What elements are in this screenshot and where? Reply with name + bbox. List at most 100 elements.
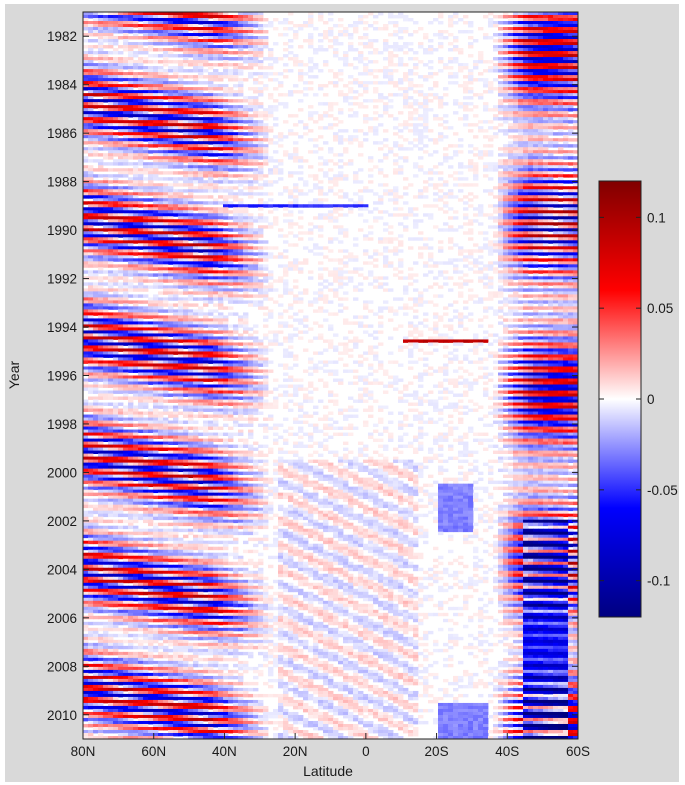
heatmap-cell bbox=[88, 30, 94, 34]
heatmap-cell bbox=[183, 12, 189, 16]
heatmap-cell bbox=[553, 171, 559, 175]
heatmap-cell bbox=[248, 117, 254, 121]
heatmap-cell bbox=[173, 144, 179, 148]
heatmap-cell bbox=[88, 51, 94, 55]
heatmap-cell bbox=[498, 159, 504, 163]
heatmap-cell bbox=[558, 147, 564, 151]
heatmap-cell bbox=[173, 93, 179, 97]
heatmap-cell bbox=[83, 186, 89, 190]
heatmap-cell bbox=[488, 177, 494, 181]
heatmap-cell bbox=[368, 159, 374, 163]
heatmap-cell bbox=[533, 72, 539, 76]
heatmap-cell bbox=[558, 231, 564, 235]
heatmap-cell bbox=[158, 129, 164, 133]
heatmap-cell bbox=[138, 117, 144, 121]
heatmap-cell bbox=[528, 165, 534, 169]
heatmap-cell bbox=[563, 126, 569, 130]
heatmap-cell bbox=[493, 195, 499, 199]
heatmap-cell bbox=[398, 240, 404, 244]
heatmap-cell bbox=[193, 219, 199, 223]
heatmap-cell bbox=[98, 204, 104, 208]
heatmap-cell bbox=[158, 156, 164, 160]
heatmap-cell bbox=[528, 138, 534, 142]
heatmap-cell bbox=[498, 216, 504, 220]
heatmap-cell bbox=[183, 63, 189, 67]
heatmap-cell bbox=[398, 165, 404, 169]
heatmap-cell bbox=[343, 57, 349, 61]
heatmap-cell bbox=[238, 99, 244, 103]
heatmap-cell bbox=[413, 99, 419, 103]
heatmap-cell bbox=[563, 18, 569, 22]
heatmap-cell bbox=[443, 153, 449, 157]
heatmap-cell bbox=[348, 114, 354, 118]
heatmap-cell bbox=[163, 75, 169, 79]
heatmap-cell bbox=[343, 33, 349, 37]
heatmap-cell bbox=[563, 156, 569, 160]
heatmap-cell bbox=[523, 120, 529, 124]
heatmap-cell bbox=[133, 123, 139, 127]
heatmap-cell bbox=[503, 213, 509, 217]
heatmap-cell bbox=[528, 219, 534, 223]
heatmap-cell bbox=[493, 246, 499, 250]
heatmap-cell bbox=[198, 174, 204, 178]
heatmap-cell bbox=[438, 123, 444, 127]
heatmap-cell bbox=[103, 198, 109, 202]
heatmap-cell bbox=[543, 222, 549, 226]
heatmap-cell bbox=[188, 174, 194, 178]
heatmap-cell bbox=[88, 213, 94, 217]
heatmap-cell bbox=[488, 87, 494, 91]
heatmap-cell bbox=[193, 102, 199, 106]
heatmap-cell bbox=[233, 147, 239, 151]
heatmap-cell bbox=[513, 54, 519, 58]
heatmap-cell bbox=[263, 159, 269, 163]
heatmap-cell bbox=[528, 177, 534, 181]
heatmap-cell bbox=[203, 159, 209, 163]
heatmap-cell bbox=[433, 186, 439, 190]
heatmap-cell bbox=[513, 87, 519, 91]
heatmap-cell bbox=[378, 195, 384, 199]
heatmap-cell bbox=[88, 87, 94, 91]
heatmap-cell bbox=[453, 45, 459, 49]
heatmap-cell bbox=[163, 177, 169, 181]
heatmap-cell bbox=[338, 228, 344, 232]
heatmap-cell bbox=[433, 165, 439, 169]
heatmap-cell bbox=[88, 57, 94, 61]
heatmap-cell bbox=[468, 222, 474, 226]
heatmap-cell bbox=[308, 105, 314, 109]
heatmap-cell bbox=[263, 24, 269, 28]
heatmap-cell bbox=[123, 66, 129, 70]
heatmap-cell bbox=[223, 168, 229, 172]
heatmap-cell bbox=[378, 12, 384, 16]
heatmap-cell bbox=[543, 240, 549, 244]
heatmap-cell bbox=[153, 150, 159, 154]
heatmap-cell bbox=[438, 96, 444, 100]
heatmap-cell bbox=[163, 129, 169, 133]
heatmap-cell bbox=[168, 225, 174, 229]
heatmap-cell bbox=[233, 237, 239, 241]
heatmap-cell bbox=[133, 51, 139, 55]
heatmap-cell bbox=[288, 231, 294, 235]
heatmap-cell bbox=[88, 45, 94, 49]
heatmap-cell bbox=[533, 144, 539, 148]
heatmap-cell bbox=[503, 231, 509, 235]
heatmap-cell bbox=[243, 246, 249, 250]
heatmap-cell bbox=[498, 111, 504, 115]
heatmap-cell bbox=[553, 48, 559, 52]
heatmap-cell bbox=[373, 111, 379, 115]
heatmap-cell bbox=[83, 93, 89, 97]
heatmap-cell bbox=[103, 225, 109, 229]
heatmap-cell bbox=[548, 30, 554, 34]
heatmap-cell bbox=[558, 156, 564, 160]
heatmap-cell bbox=[313, 63, 319, 67]
heatmap-cell bbox=[563, 69, 569, 73]
heatmap-cell bbox=[103, 204, 109, 208]
heatmap-cell bbox=[148, 225, 154, 229]
heatmap-cell bbox=[128, 63, 134, 67]
heatmap-cell bbox=[153, 87, 159, 91]
heatmap-cell bbox=[258, 75, 264, 79]
heatmap-cell bbox=[93, 213, 99, 217]
heatmap-cell bbox=[393, 63, 399, 67]
heatmap-cell bbox=[118, 84, 124, 88]
heatmap-cell bbox=[178, 228, 184, 232]
heatmap-cell bbox=[198, 186, 204, 190]
